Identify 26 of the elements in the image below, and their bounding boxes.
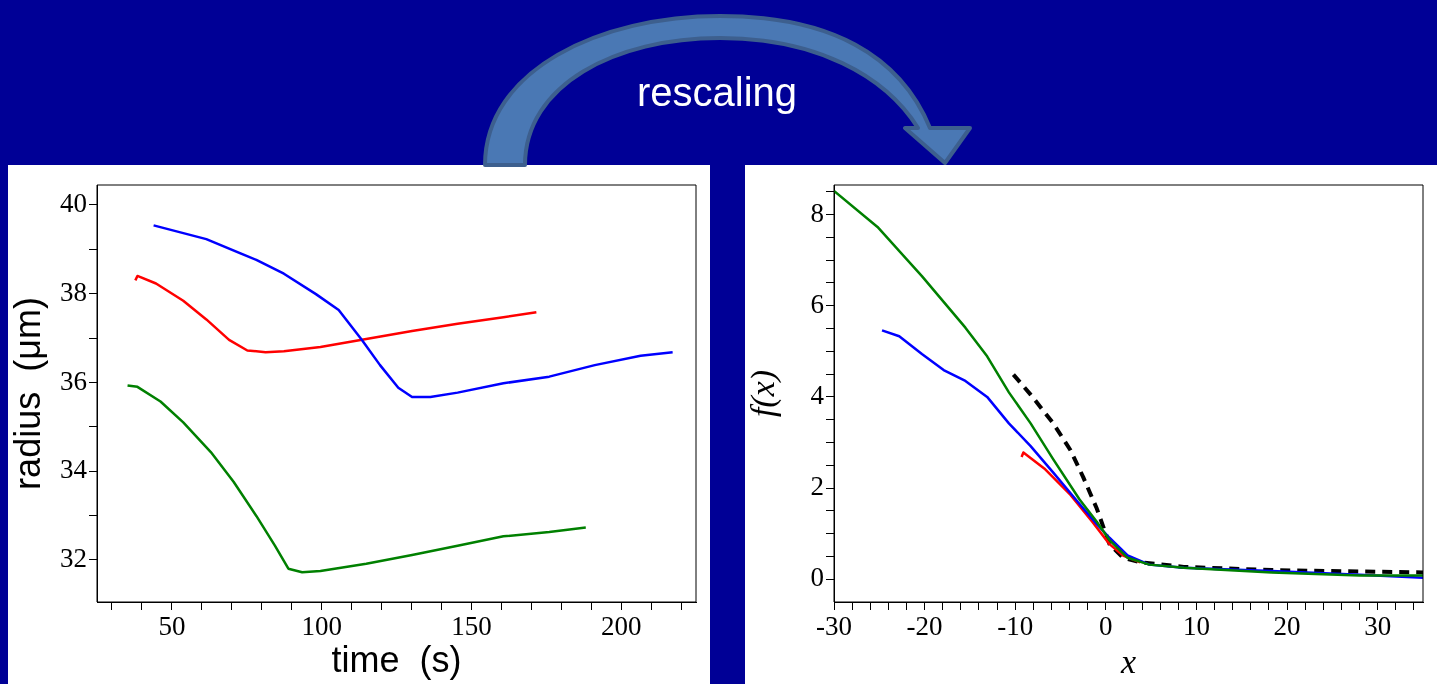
y-tick-label: 8 [810,197,824,228]
y-tick-label: 2 [810,471,824,502]
x-tick-label: -20 [906,611,943,642]
y-axis-title: f(x) [744,369,783,418]
x-tick-label: 100 [301,611,342,642]
x-tick-label: 20 [1273,611,1301,642]
x-tick-label: 10 [1182,611,1210,642]
text: rescaling [636,69,798,115]
y-tick-label: 34 [60,454,88,485]
y-tick-label: 32 [60,542,87,573]
x-tick-label: 30 [1364,611,1392,642]
y-tick-label: 4 [810,380,825,411]
x-tick-label: -10 [997,611,1034,642]
x-tick-label: -30 [816,611,852,642]
x-tick-label: 150 [451,611,492,642]
y-tick-label: 0 [810,562,824,593]
y-tick-label: 38 [60,276,87,307]
x-tick-label: 0 [1099,611,1113,642]
x-axis-title: x [1119,642,1137,680]
y-tick-label: 6 [810,288,824,319]
x-tick-label: 50 [158,611,186,642]
y-axis-title: radius (μm) [6,297,48,490]
x-tick-label: 200 [600,611,642,642]
y-tick-label: 40 [60,188,87,219]
y-tick-label: 36 [60,365,87,396]
x-axis-title: time (s) [331,639,462,681]
